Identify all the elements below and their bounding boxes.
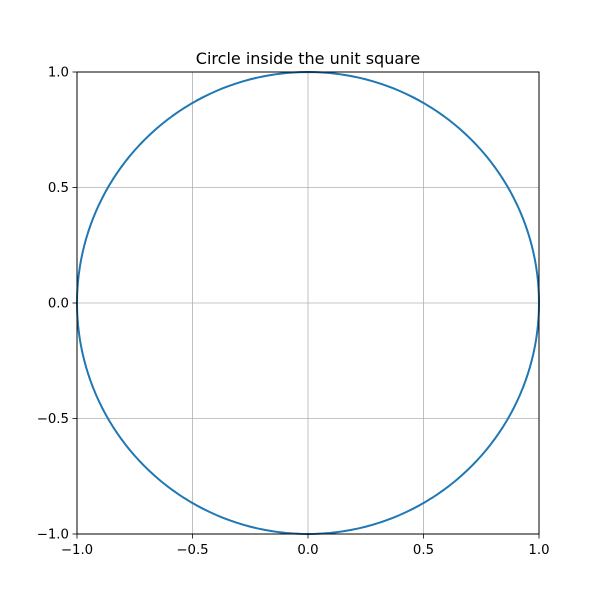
y-tick-label-1: −0.5 <box>37 412 69 427</box>
x-tick-label-1: −0.5 <box>176 543 208 558</box>
x-tick-label-2: 0.0 <box>297 543 318 558</box>
y-tick-label-4: 1.0 <box>48 66 69 81</box>
x-tick-label-0: −1.0 <box>61 543 93 558</box>
y-tick-label-0: −1.0 <box>37 528 69 543</box>
chart-title: Circle inside the unit square <box>196 49 420 68</box>
axis-ticks: −1.0 −0.5 0.0 0.5 1.0 −1.0 −0.5 0.0 0.5 1.0 <box>37 66 550 558</box>
grid-lines <box>76 71 540 535</box>
y-tick-label-3: 0.5 <box>48 181 69 196</box>
y-tick-label-2: 0.0 <box>48 297 69 312</box>
x-tick-label-4: 1.0 <box>528 543 549 558</box>
x-tick-label-3: 0.5 <box>413 543 434 558</box>
